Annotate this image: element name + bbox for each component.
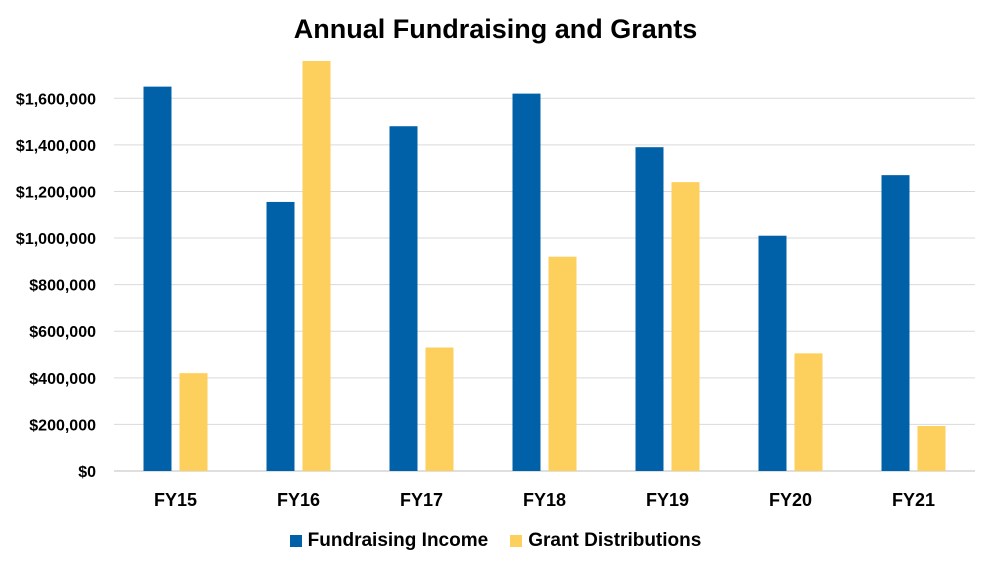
bar-grants-fy16 — [302, 61, 331, 471]
legend-label-fundraising: Fundraising Income — [307, 530, 489, 551]
bar-grants-fy21 — [917, 426, 946, 471]
bar-fundraising-fy17 — [389, 126, 418, 472]
bar-fundraising-fy19 — [635, 147, 664, 471]
bar-grants-fy18 — [548, 256, 577, 471]
chart-title: Annual Fundraising and Grants — [293, 14, 698, 44]
legend-swatch-grants — [510, 535, 523, 547]
y-tick-label: $1,600,000 — [16, 91, 96, 108]
y-tick-label: $1,000,000 — [16, 231, 96, 248]
y-tick-label: $800,000 — [29, 278, 96, 295]
x-tick-label: FY17 — [400, 490, 443, 510]
y-tick-label: $200,000 — [29, 417, 96, 434]
x-tick-label: FY19 — [646, 490, 689, 510]
legend-item-grants: Grant Distributions — [510, 530, 701, 552]
y-tick-label: $400,000 — [29, 371, 96, 388]
bar-grants-fy19 — [671, 182, 700, 472]
x-tick-label: FY20 — [769, 490, 812, 510]
legend-label-grants: Grant Distributions — [528, 530, 702, 551]
x-tick-label: FY18 — [523, 490, 566, 510]
y-tick-label: $1,400,000 — [16, 138, 96, 155]
legend-item-fundraising: Fundraising Income — [289, 530, 489, 552]
x-tick-label: FY15 — [154, 490, 197, 510]
bar-fundraising-fy18 — [512, 93, 541, 471]
y-tick-label: $1,200,000 — [16, 184, 96, 201]
y-tick-label: $0 — [78, 464, 96, 481]
bar-fundraising-fy16 — [266, 201, 295, 471]
legend: Fundraising Income Grant Distributions — [0, 530, 991, 552]
bar-grants-fy17 — [425, 347, 454, 471]
x-tick-label: FY16 — [277, 490, 320, 510]
y-tick-label: $600,000 — [29, 324, 96, 341]
x-tick-label: FY21 — [892, 490, 935, 510]
bar-fundraising-fy20 — [758, 235, 787, 471]
bar-grants-fy15 — [179, 373, 208, 471]
bar-fundraising-fy21 — [881, 175, 910, 472]
bar-grants-fy20 — [794, 353, 823, 471]
legend-swatch-fundraising — [289, 535, 302, 547]
bar-fundraising-fy15 — [143, 86, 172, 471]
